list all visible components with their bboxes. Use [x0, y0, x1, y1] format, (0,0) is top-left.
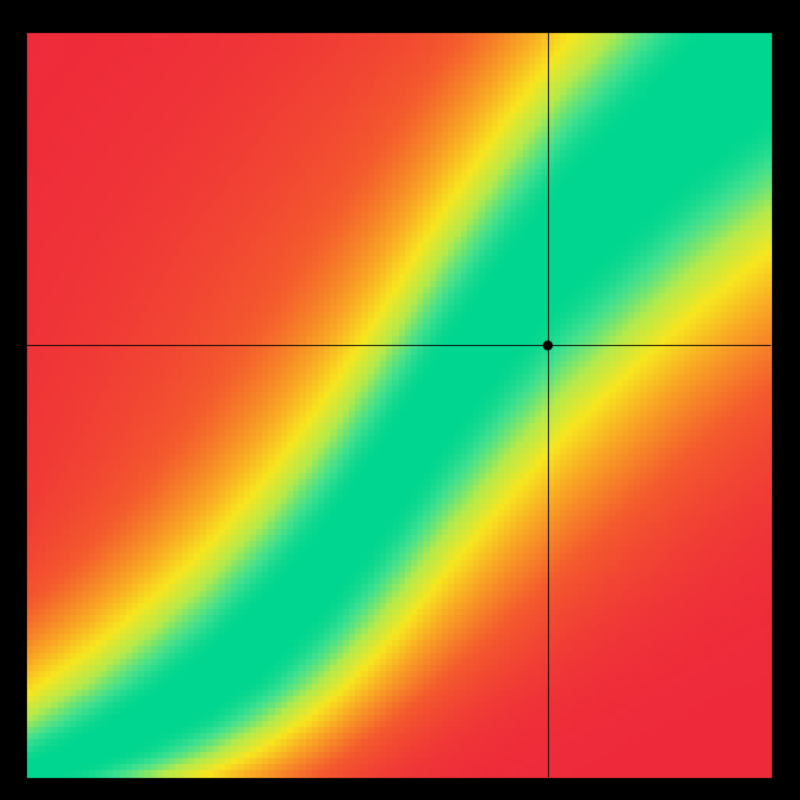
heatmap-plot [0, 0, 800, 800]
